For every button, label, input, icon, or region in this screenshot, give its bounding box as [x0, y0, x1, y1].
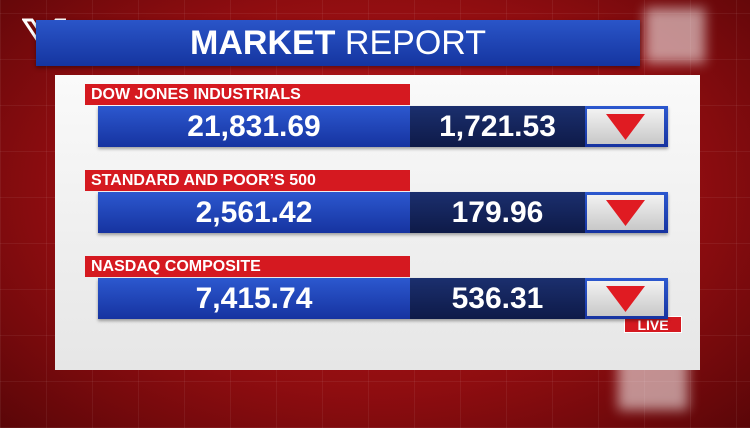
blurred-overlay — [645, 8, 705, 63]
index-change: 179.96 — [410, 192, 585, 233]
index-value: 7,415.74 — [195, 282, 313, 315]
index-value: 2,561.42 — [195, 196, 313, 229]
down-arrow — [606, 286, 645, 312]
title-regular: REPORT — [344, 24, 486, 62]
index-name: NASDAQ COMPOSITE — [85, 256, 410, 277]
down-arrow — [606, 200, 645, 226]
index-value: 21,831.69 — [187, 110, 321, 143]
index-bar: 7,415.74 536.31 — [98, 278, 668, 319]
title-bold: MARKET — [190, 24, 336, 62]
title-bar: MARKET REPORT — [36, 20, 640, 66]
index-change: 536.31 — [410, 278, 585, 319]
down-arrow-box — [587, 195, 664, 230]
index-bar: 21,831.69 1,721.53 — [98, 106, 668, 147]
title: MARKET REPORT — [36, 20, 640, 66]
down-arrow — [606, 114, 645, 140]
down-arrow-box — [587, 281, 664, 316]
index-change: 1,721.53 — [410, 106, 585, 147]
index-name: STANDARD AND POOR’S 500 — [85, 170, 410, 191]
down-arrow-box — [587, 109, 664, 144]
index-name: DOW JONES INDUSTRIALS — [85, 84, 410, 105]
index-bar: 2,561.42 179.96 — [98, 192, 668, 233]
